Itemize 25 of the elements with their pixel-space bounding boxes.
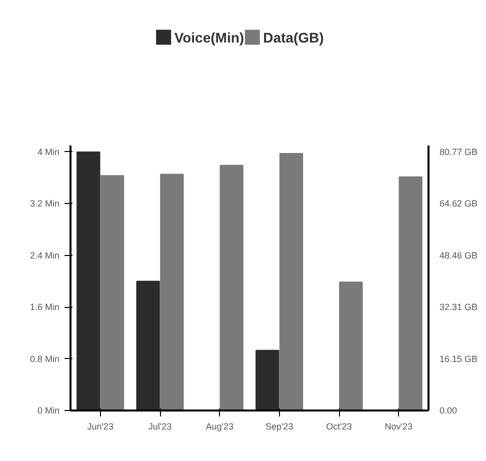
bar — [398, 176, 422, 410]
x-tick-label: Sep'23 — [265, 422, 294, 432]
y2-tick-label: 48.46 GB — [440, 250, 478, 260]
legend-label: Voice(Min) — [174, 29, 244, 46]
y-tick-label: 3.2 Min — [30, 198, 60, 209]
bar — [220, 164, 244, 410]
x-tick-label: Aug'23 — [206, 422, 234, 432]
y-tick-label: 0 Min — [37, 406, 60, 416]
bar — [279, 153, 304, 410]
y-tick-label: 4 Min — [37, 146, 60, 157]
x-tick-label: Nov'23 — [384, 422, 413, 432]
x-tick-label: Oct'23 — [326, 422, 352, 432]
y2-tick-label: 32.31 GB — [440, 302, 478, 312]
bar — [339, 282, 363, 410]
y-tick-label: 1.6 Min — [30, 302, 60, 312]
x-tick-label: Jul'23 — [148, 422, 172, 432]
y-tick-label: 2.4 Min — [30, 250, 60, 260]
y2-tick-label: 80.77 GB — [440, 146, 478, 157]
y2-tick-label: 16.15 GB — [440, 354, 478, 364]
bar — [256, 350, 280, 410]
y2-tick-label: 64.62 GB — [440, 198, 478, 209]
legend-label: Data(GB) — [263, 29, 324, 46]
y-tick-label: 0.8 Min — [30, 354, 60, 364]
x-tick-label: Jun'23 — [87, 422, 114, 432]
y2-tick-label: 0.00 — [440, 406, 458, 416]
